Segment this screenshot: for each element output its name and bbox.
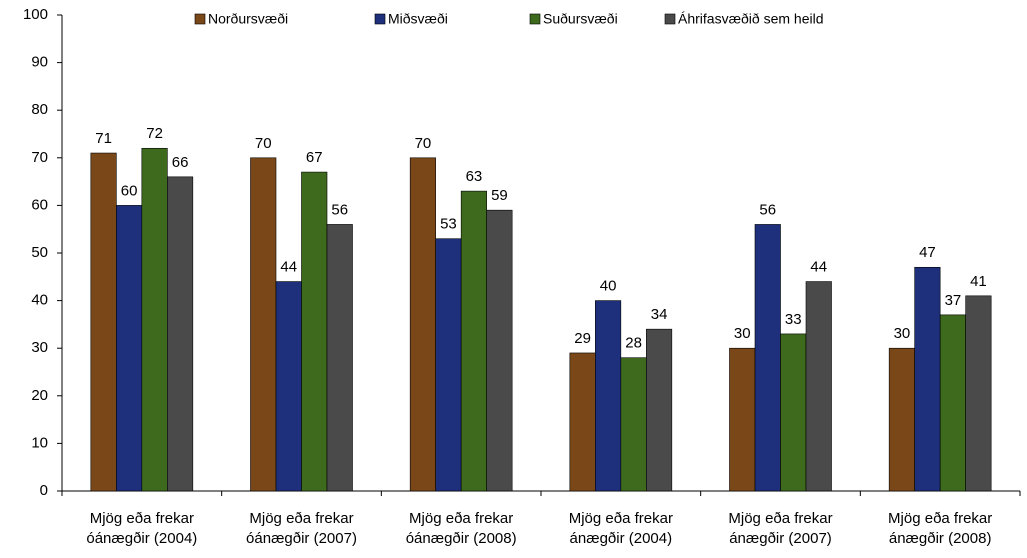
bar: [620, 357, 647, 492]
data-label: 47: [919, 244, 936, 261]
data-label: 56: [331, 201, 348, 218]
data-label: 59: [491, 187, 508, 204]
bar: [90, 152, 117, 492]
x-tick-label: Mjög eða frekar óánægðir (2004): [86, 510, 198, 547]
legend-swatch: [664, 13, 676, 25]
legend-swatch: [194, 13, 206, 25]
bar: [805, 281, 832, 492]
bar: [780, 333, 807, 492]
data-label: 72: [146, 125, 163, 142]
data-label: 44: [280, 259, 297, 276]
data-label: 28: [625, 335, 642, 352]
bar: [326, 224, 353, 492]
bar: [141, 147, 168, 492]
data-label: 70: [255, 135, 272, 152]
data-label: 56: [759, 201, 776, 218]
legend-swatch: [529, 13, 541, 25]
x-tick-label: Mjög eða frekar óánægðir (2008): [405, 510, 517, 547]
bar: [116, 205, 143, 492]
y-tick-label: 10: [31, 434, 48, 451]
bar: [569, 352, 596, 492]
data-label: 66: [172, 154, 189, 171]
x-tick-label: Mjög eða frekar óánægðir (2007): [246, 510, 357, 547]
y-tick-label: 70: [31, 149, 48, 166]
data-label: 40: [600, 278, 617, 295]
legend-label: Suðursvæði: [543, 11, 618, 27]
data-label: 30: [894, 325, 911, 342]
bar: [939, 314, 966, 492]
bar: [754, 224, 781, 492]
data-label: 53: [440, 216, 457, 233]
data-label: 29: [574, 330, 591, 347]
data-label: 44: [810, 259, 827, 276]
bar: [301, 171, 328, 492]
bar: [250, 157, 277, 492]
data-label: 30: [734, 325, 751, 342]
data-label: 34: [651, 306, 668, 323]
bar: [888, 347, 915, 492]
bar: [275, 281, 302, 492]
bar: [486, 209, 513, 492]
y-tick-label: 100: [23, 6, 48, 23]
y-tick-label: 60: [31, 196, 48, 213]
legend-label: Miðsvæði: [388, 11, 448, 27]
data-label: 67: [306, 149, 323, 166]
bar: [965, 295, 992, 492]
x-tick-label: Mjög eða frekar ánægðir (2007): [728, 510, 833, 547]
bar: [409, 157, 436, 492]
y-tick-label: 80: [31, 101, 48, 118]
bar: [646, 328, 673, 492]
bar: [595, 300, 622, 492]
y-tick-label: 30: [31, 339, 48, 356]
bar: [914, 266, 941, 492]
data-label: 37: [945, 292, 962, 309]
bar: [729, 347, 756, 492]
y-tick-label: 90: [31, 54, 48, 71]
data-label: 71: [95, 130, 112, 147]
x-tick-label: Mjög eða frekar ánægðir (2008): [888, 510, 993, 547]
y-tick-label: 0: [40, 482, 48, 499]
y-tick-label: 40: [31, 292, 48, 309]
bar: [460, 190, 487, 492]
x-tick-label: Mjög eða frekar ánægðir (2004): [568, 510, 673, 547]
data-label: 60: [121, 182, 138, 199]
data-label: 41: [970, 273, 987, 290]
legend-label: Norðursvæði: [208, 11, 288, 27]
y-tick-label: 50: [31, 244, 48, 261]
data-label: 63: [466, 168, 483, 185]
legend-swatch: [374, 13, 386, 25]
bar: [167, 176, 194, 492]
data-label: 70: [415, 135, 432, 152]
y-tick-label: 20: [31, 387, 48, 404]
data-label: 33: [785, 311, 802, 328]
bar: [435, 238, 462, 492]
legend-label: Áhrifasvæðið sem heild: [678, 11, 824, 27]
